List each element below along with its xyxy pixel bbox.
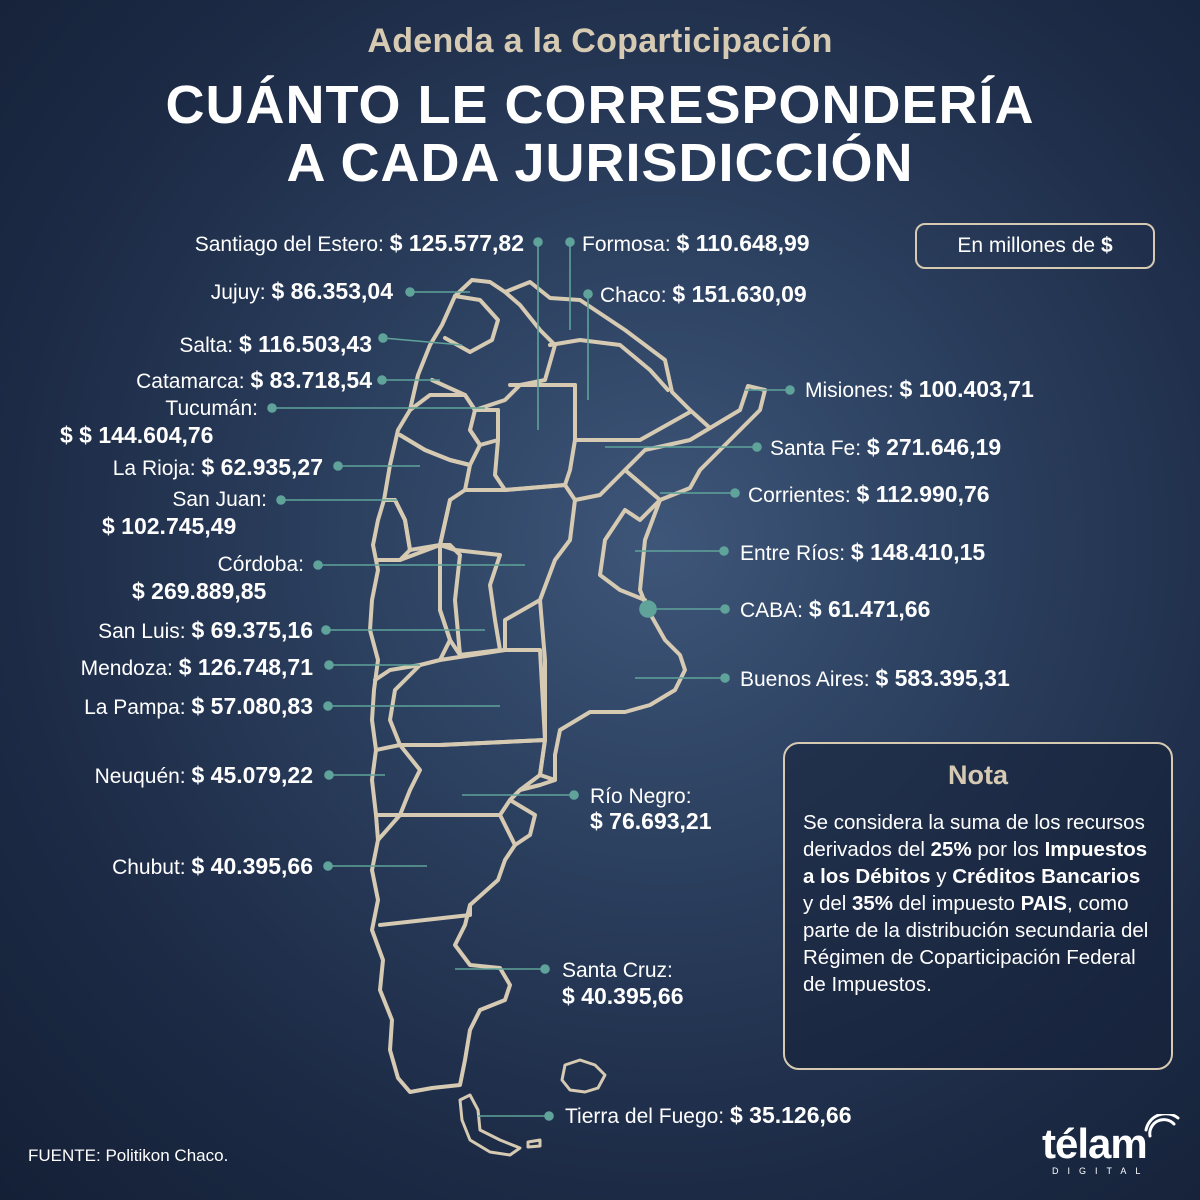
connector-dot-rio-negro: [569, 790, 579, 800]
source-credit: FUENTE: Politikon Chaco.: [28, 1146, 229, 1165]
label-formosa: Formosa: $ 110.648,99: [582, 230, 810, 256]
label-caba: CABA: $ 61.471,66: [740, 596, 931, 622]
label-tierra-del-fuego: Tierra del Fuego: $ 35.126,66: [565, 1102, 852, 1128]
label-santa-cruz-name: Santa Cruz:: [562, 959, 673, 982]
label-tucuman-value: $ $ 144.604,76: [60, 422, 214, 448]
label-entre-rios: Entre Ríos: $ 148.410,15: [740, 539, 986, 565]
label-chubut: Chubut: $ 40.395,66: [112, 853, 313, 879]
boundary-santacruz: [378, 903, 472, 927]
label-misiones: Misiones: $ 100.403,71: [805, 376, 1034, 402]
label-tucuman-name: Tucumán:: [165, 397, 258, 420]
malvinas-islands: [560, 1058, 607, 1094]
connector-dot-chubut: [323, 861, 333, 871]
label-neuquen: Neuquén: $ 45.079,22: [94, 762, 313, 788]
note-title: Nota: [948, 760, 1008, 790]
boundary-corrientes: [623, 426, 712, 472]
connector-dot-la-rioja: [333, 461, 343, 471]
boundary-santafe-entrerios: [573, 468, 662, 602]
label-la-rioja: La Rioja: $ 62.935,27: [112, 454, 323, 480]
label-san-juan-value: $ 102.745,49: [102, 513, 237, 539]
connector-dot-cordoba: [313, 560, 323, 570]
label-santiago-del-estero: Santiago del Estero: $ 125.577,82: [194, 230, 524, 256]
label-chaco: Chaco: $ 151.630,09: [600, 281, 807, 307]
label-buenos-aires: Buenos Aires: $ 583.395,31: [740, 665, 1010, 691]
boundary-neuquen: [374, 743, 422, 817]
label-jujuy: Jujuy: $ 86.353,04: [210, 278, 393, 304]
connector-dot-chaco: [583, 289, 593, 299]
label-cordoba-name: Córdoba:: [217, 553, 304, 576]
telam-logo: télam DIGITAL: [1042, 1114, 1182, 1180]
connector-dot-la-pampa: [323, 701, 333, 711]
units-prefix: En millones de: [957, 234, 1096, 257]
connector-dot-salta: [378, 333, 388, 343]
infographic-subtitle: Adenda a la Coparticipación: [367, 22, 833, 60]
label-santa-fe: Santa Fe: $ 271.646,19: [770, 434, 1002, 460]
boundary-jujuy-salta: [443, 294, 500, 354]
label-san-luis: San Luis: $ 69.375,16: [98, 617, 313, 643]
connector-dot-santiago-del-estero: [533, 237, 543, 247]
connector-dot-tucuman: [267, 403, 277, 413]
connector-dot-san-luis: [321, 625, 331, 635]
connector-dot-santa-fe: [752, 442, 762, 452]
boundary-formosa-chaco: [548, 338, 670, 392]
boundary-mendoza: [373, 543, 452, 682]
label-la-pampa: La Pampa: $ 57.080,83: [84, 693, 313, 719]
connector-dot-tierra-del-fuego: [544, 1111, 554, 1121]
boundary-rionegro: [398, 738, 547, 817]
note-body: Se considera la suma de los recursos der…: [803, 811, 1149, 996]
label-cordoba-value: $ 269.889,85: [132, 578, 267, 604]
connector-dot-santa-cruz: [540, 964, 550, 974]
connector-dot-san-juan: [276, 495, 286, 505]
infographic-title: CUÁNTO LE CORRESPONDERÍA A CADA JURISDIC…: [0, 76, 1200, 192]
title-line-2: A CADA JURISDICCIÓN: [286, 133, 914, 193]
boundary-chubut: [376, 813, 517, 847]
isla-de-los-estados: [526, 1138, 542, 1149]
connector-salta: [382, 337, 463, 346]
label-corrientes: Corrientes: $ 112.990,76: [748, 481, 990, 507]
connector-dot-entre-rios: [719, 546, 729, 556]
label-santa-cruz-value: $ 40.395,66: [562, 983, 684, 1009]
connector-dot-formosa: [565, 237, 575, 247]
title-line-1: CUÁNTO LE CORRESPONDERÍA: [165, 75, 1035, 135]
connector-dot-neuquen: [324, 770, 334, 780]
caba-marker: [639, 600, 657, 618]
units-symbol: $: [1100, 234, 1113, 257]
connector-dot-caba: [720, 604, 730, 614]
label-salta: Salta: $ 116.503,43: [179, 331, 372, 357]
units-legend: En millones de $: [915, 223, 1155, 269]
connector-dot-catamarca: [377, 375, 387, 385]
label-catamarca: Catamarca: $ 83.718,54: [136, 367, 372, 393]
connector-dot-corrientes: [730, 488, 740, 498]
connector-dot-misiones: [785, 385, 795, 395]
label-san-juan-name: San Juan:: [172, 488, 267, 511]
logo-sub: DIGITAL: [1052, 1166, 1150, 1176]
note-box: Nota Se considera la suma de los recurso…: [783, 742, 1173, 1070]
label-rio-negro-value: $ 76.693,21: [590, 808, 712, 834]
signal-icon: [1144, 1114, 1180, 1138]
connector-dot-jujuy: [405, 287, 415, 297]
label-rio-negro-name: Río Negro:: [590, 785, 692, 808]
connector-dot-mendoza: [324, 660, 334, 670]
logo-word: télam: [1042, 1120, 1148, 1167]
connector-dot-buenos-aires: [720, 673, 730, 683]
tierra-del-fuego-outline: [458, 1093, 522, 1157]
label-mendoza: Mendoza: $ 126.748,71: [80, 654, 313, 680]
